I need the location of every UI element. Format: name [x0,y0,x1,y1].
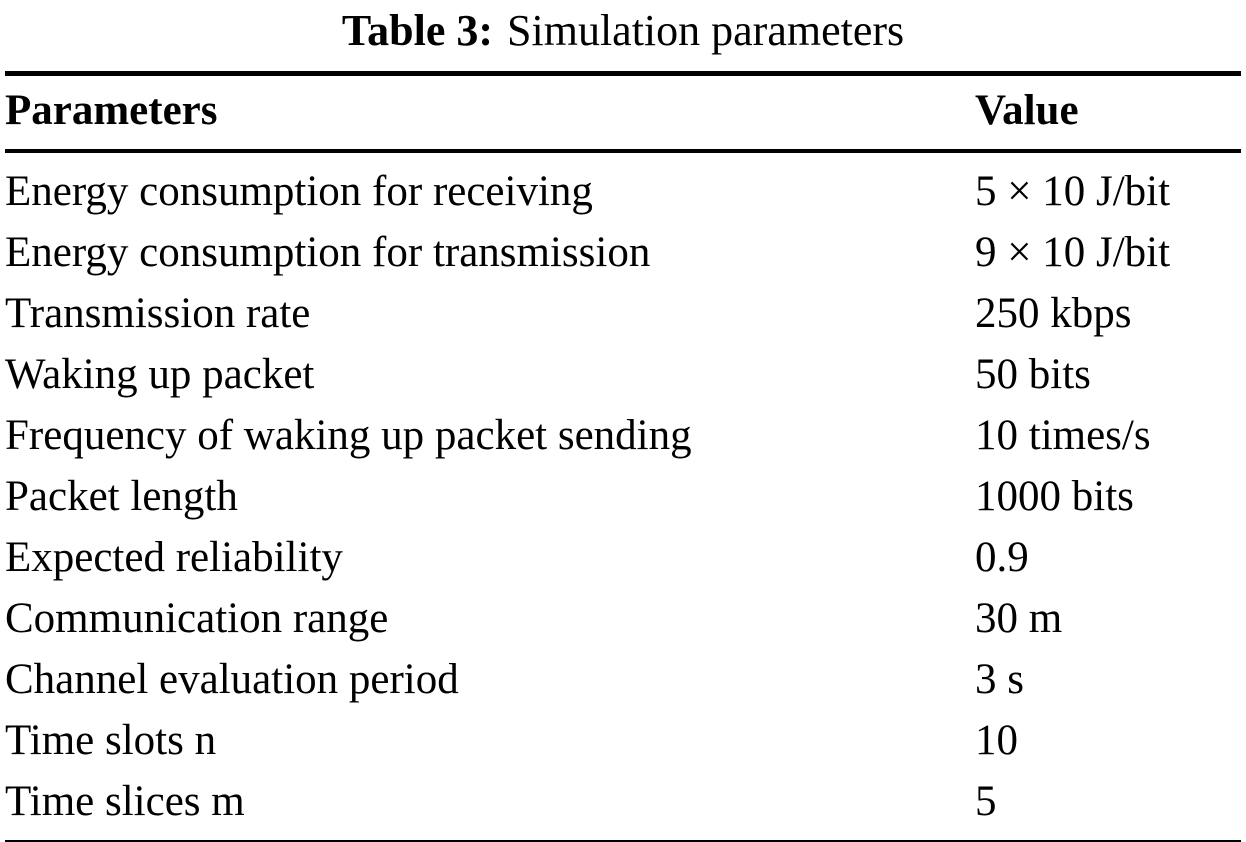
value-cell: 5 × 10 J/bit [975,167,1171,215]
value-cell: 50 bits [975,350,1091,398]
table-header: Parameters Value [5,73,1241,153]
table-caption-label: Table 3: [341,6,494,55]
table-row: Expected reliability 0.9 [5,527,1241,588]
value-cell: 250 kbps [975,289,1132,337]
parameter-cell: Expected reliability [5,533,343,581]
table-row: Energy consumption for receiving 5 × 10 … [5,151,1241,222]
value-cell: 9 × 10 J/bit [975,228,1171,276]
value-cell: 1000 bits [975,472,1134,520]
value-cell: 3 s [975,655,1024,703]
table-row: Energy consumption for transmission 9 × … [5,222,1241,283]
table-row: Time slices m 5 [5,771,1241,842]
value-cell: 10 [975,716,1018,764]
parameter-cell: Energy consumption for transmission [5,228,651,276]
value-cell: 0.9 [975,533,1029,581]
column-header-parameters: Parameters [5,73,975,153]
table-row: Transmission rate 250 kbps [5,283,1241,344]
parameter-cell: Energy consumption for receiving [5,167,593,215]
table-body: Energy consumption for receiving 5 × 10 … [5,151,1241,842]
value-cell: 10 times/s [975,411,1151,459]
parameter-cell: Communication range [5,594,389,642]
parameter-cell: Waking up packet [5,350,315,398]
table-row: Waking up packet 50 bits [5,344,1241,405]
table-row: Communication range 30 m [5,588,1241,649]
table-caption-text: Simulation parameters [507,6,905,55]
parameter-cell: Channel evaluation period [5,655,459,703]
value-cell: 30 m [975,594,1063,642]
table-row: Packet length 1000 bits [5,466,1241,527]
parameter-cell: Frequency of waking up packet sending [5,411,692,459]
parameter-cell: Transmission rate [5,289,311,337]
parameter-cell: Time slots n [5,716,217,764]
table-row: Channel evaluation period 3 s [5,649,1241,710]
header-row: Parameters Value [5,73,1241,153]
table-row: Frequency of waking up packet sending 10… [5,405,1241,466]
parameter-cell: Packet length [5,472,238,520]
simulation-parameters-table: Parameters Value Energy consumption for … [5,70,1241,842]
table-row: Time slots n 10 [5,710,1241,771]
table-caption: Table 3: Simulation parameters [0,0,1246,57]
column-header-value: Value [975,73,1241,153]
value-cell: 5 [975,777,997,825]
parameter-cell: Time slices m [5,777,245,825]
